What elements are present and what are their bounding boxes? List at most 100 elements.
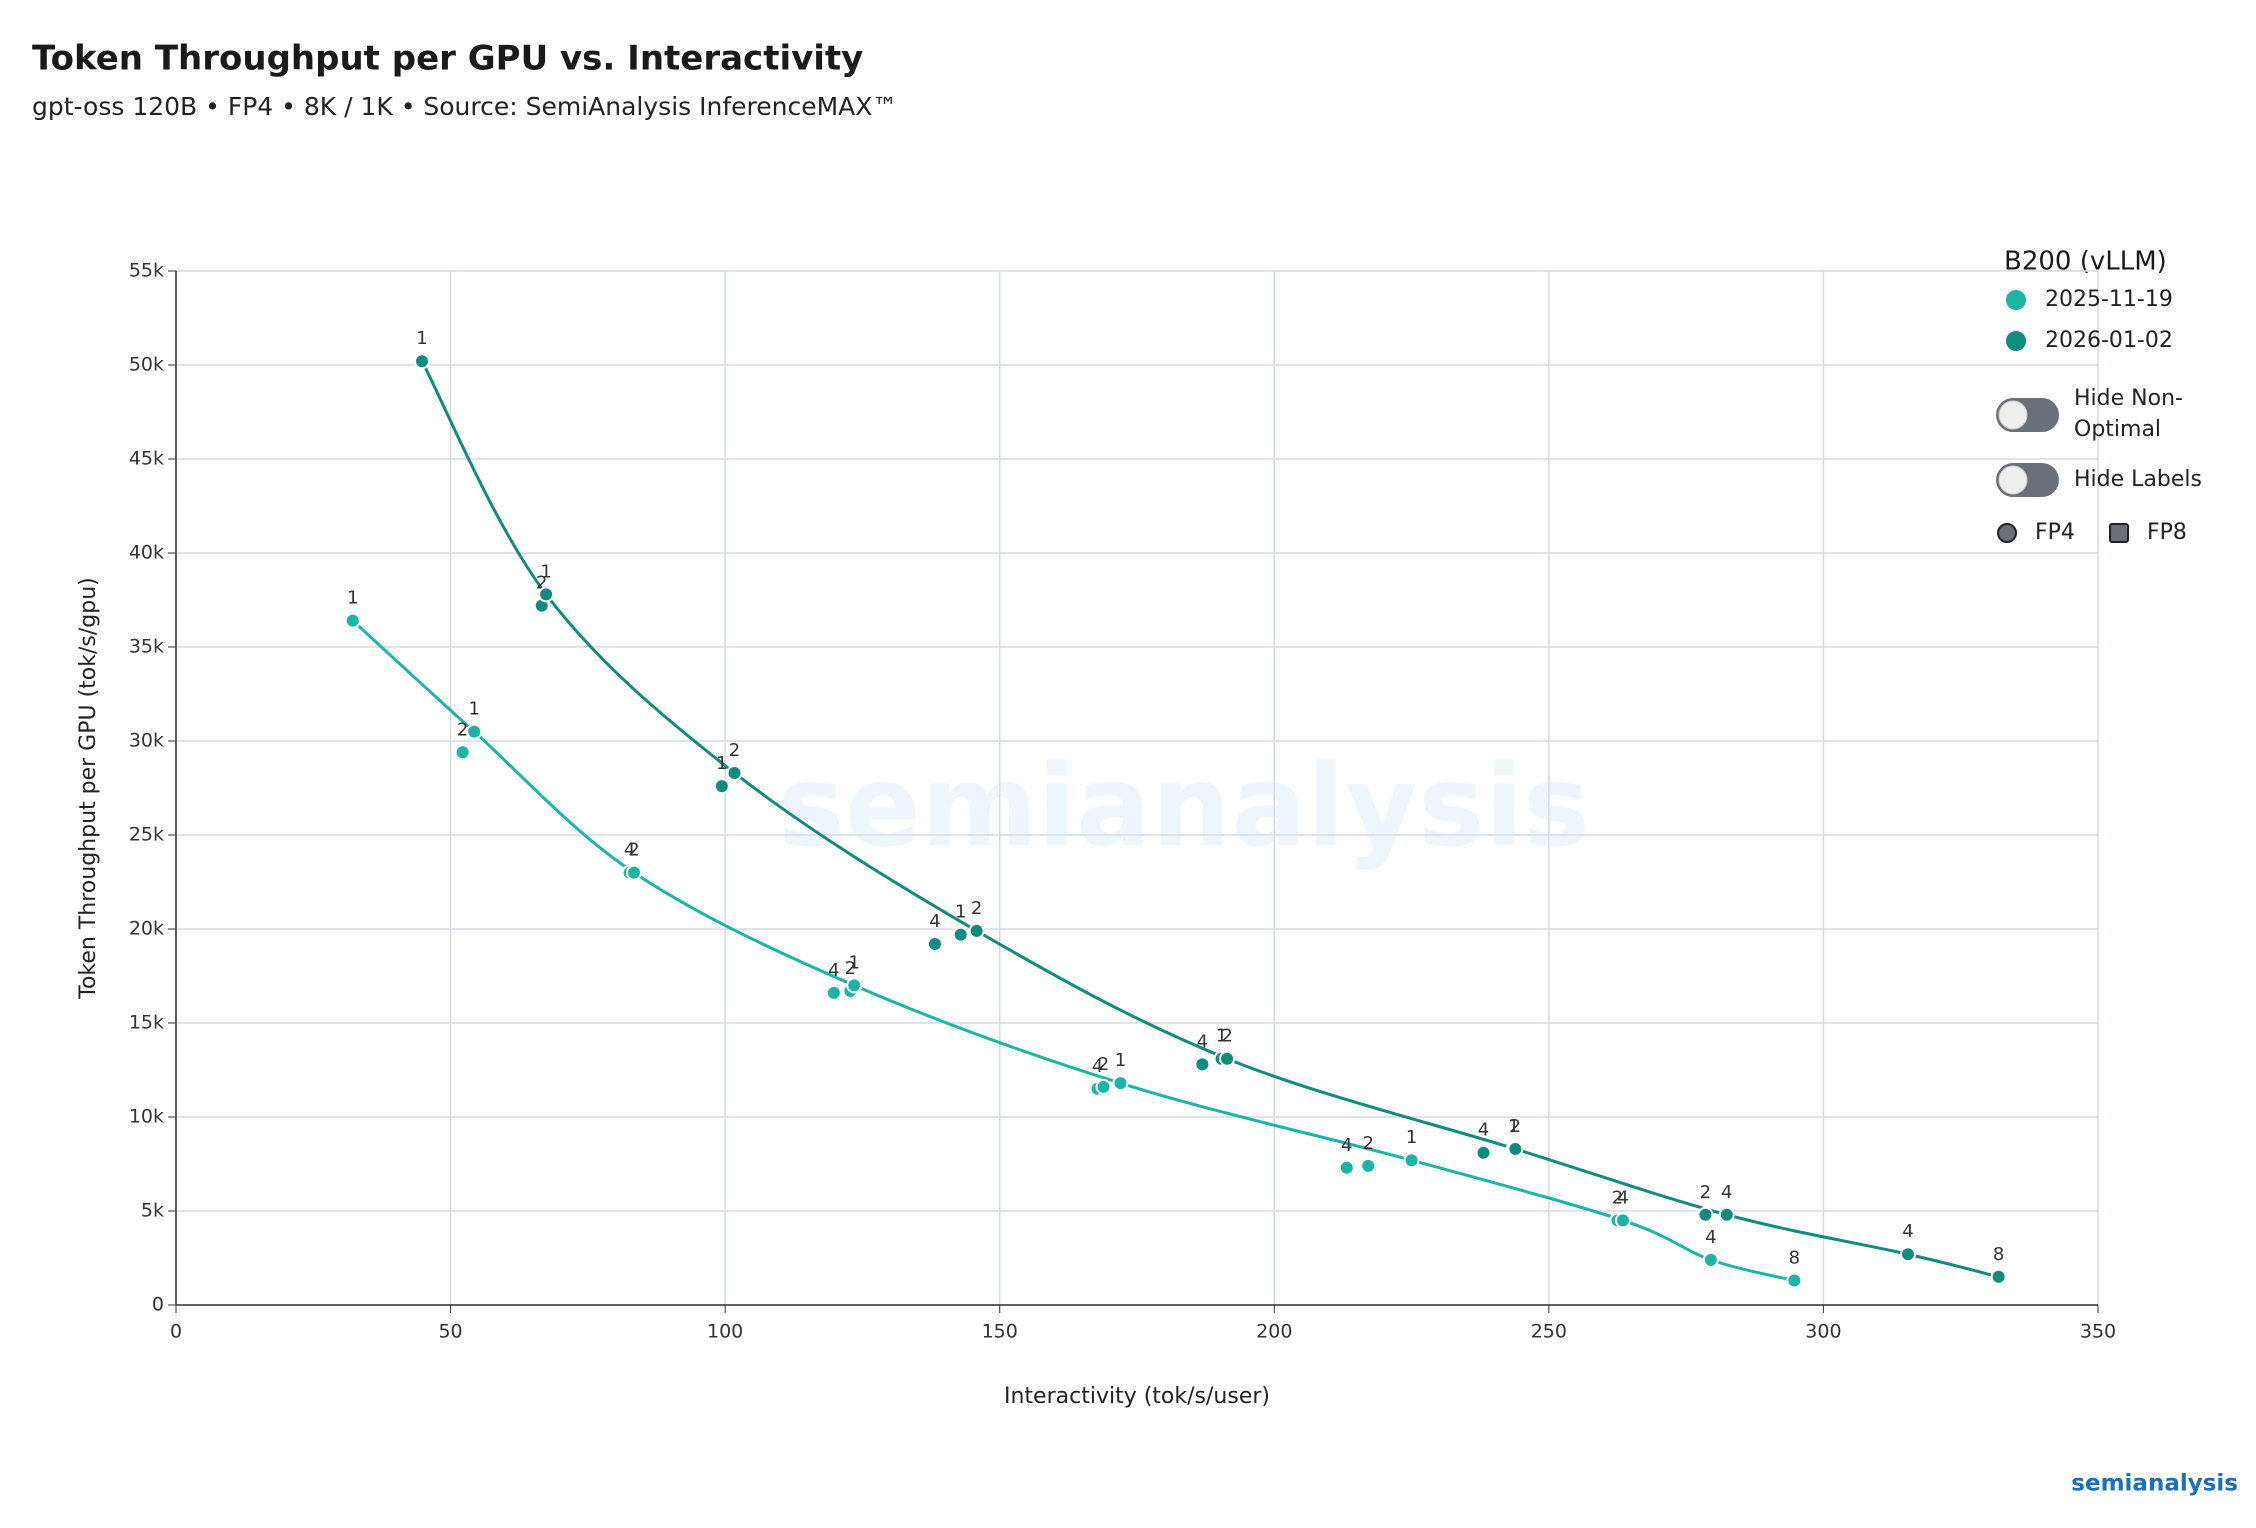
point-label: 1 [540,561,551,582]
point-label: 4 [1902,1221,1913,1242]
x-tick-label: 350 [2080,1321,2116,1343]
y-tick-label: 15k [129,1012,164,1034]
point-label: 1 [955,902,966,923]
y-axis-title: Token Throughput per GPU (tok/s/gpu) [76,577,101,999]
y-tick-label: 35k [129,636,164,658]
x-tick-label: 150 [982,1321,1018,1343]
data-point [344,612,361,629]
point-label: 4 [1341,1135,1352,1156]
toggle-knob [1998,465,2028,495]
point-label: 2 [1612,1187,1623,1208]
point-label: 2 [845,958,856,979]
chart-subtitle: gpt-oss 120B • FP4 • 8K / 1K • Source: S… [32,92,897,121]
point-label: 4 [1478,1120,1489,1141]
point-label: 1 [848,952,859,973]
data-point [538,586,555,603]
point-label: 4 [1092,1056,1103,1077]
point-label: 1 [1216,1026,1227,1047]
point-label: 2 [536,573,547,594]
data-point [1219,1050,1236,1067]
toggle-knob [1998,400,2028,430]
fp8-icon [2109,523,2129,543]
point-label: 1 [468,699,479,720]
data-point [1194,1056,1211,1073]
x-tick-label: 0 [170,1321,182,1343]
point-label: 2 [628,840,639,861]
toggle-label: Hide Labels [2074,467,2202,492]
point-label: 1 [716,753,727,774]
point-label: 2 [971,898,982,919]
y-tick-label: 10k [129,1106,164,1128]
y-tick-label: 50k [129,354,164,376]
point-label: 4 [1721,1182,1732,1203]
watermark: semianalysis [778,742,1590,872]
point-label: 4 [929,911,940,932]
data-point [1095,1078,1112,1095]
data-point [1360,1157,1377,1174]
data-point [625,864,642,881]
legend-title: B200 (vLLM) [2004,247,2167,277]
point-label: 4 [1705,1227,1716,1248]
point-label: 1 [1115,1050,1126,1071]
point-label: 2 [1221,1026,1232,1047]
point-label: 8 [1993,1244,2004,1265]
point-label: 4 [624,840,635,861]
point-label: 2 [729,740,740,761]
data-point [846,977,863,994]
frontier-line [420,360,1999,1279]
data-point [1702,1251,1719,1268]
data-point [414,353,431,370]
data-point [1786,1272,1803,1289]
point-label: 1 [1508,1116,1519,1137]
data-point [926,936,943,953]
data-point [825,984,842,1001]
data-point [454,744,471,761]
frontier-line [351,619,1795,1283]
precision-label: FP4 [2035,520,2075,545]
data-point [1990,1268,2007,1285]
y-tick-label: 55k [129,260,164,282]
data-point [968,922,985,939]
point-label: 2 [1510,1116,1521,1137]
data-point [1614,1212,1631,1229]
data-point [1507,1140,1524,1157]
legend-label: 2026-01-02 [2045,328,2173,353]
y-tick-label: 25k [129,824,164,846]
x-tick-label: 50 [438,1321,462,1343]
x-tick-label: 100 [707,1321,743,1343]
legend-label: 2025-11-19 [2045,287,2173,312]
x-tick-label: 300 [1805,1321,1841,1343]
point-label: 2 [457,719,468,740]
data-point [1403,1152,1420,1169]
y-tick-label: 30k [129,730,164,752]
point-label: 1 [347,588,358,609]
data-point [466,723,483,740]
y-tick-label: 40k [129,542,164,564]
data-point [952,926,969,943]
point-label: 1 [1406,1127,1417,1148]
point-label: 4 [828,960,839,981]
data-point [1338,1159,1355,1176]
y-tick-label: 20k [129,918,164,940]
point-label: 4 [1617,1187,1628,1208]
y-tick-label: 0 [152,1294,164,1316]
point-label: 2 [1362,1133,1373,1154]
toggle-label: Hide Non-Optimal [2074,386,2183,442]
point-label: 4 [1197,1031,1208,1052]
data-point [1112,1075,1129,1092]
legend-marker [2006,290,2026,310]
precision-label: FP8 [2147,520,2187,545]
point-label: 1 [416,328,427,349]
data-point [1697,1206,1714,1223]
data-point [1899,1246,1916,1263]
legend-marker [2006,331,2026,351]
chart-title: Token Throughput per GPU vs. Interactivi… [32,39,863,79]
fp4-icon [1997,523,2017,543]
point-label: 2 [1098,1054,1109,1075]
data-point [1475,1144,1492,1161]
data-point [713,778,730,795]
data-point [726,764,743,781]
data-point [1718,1206,1735,1223]
